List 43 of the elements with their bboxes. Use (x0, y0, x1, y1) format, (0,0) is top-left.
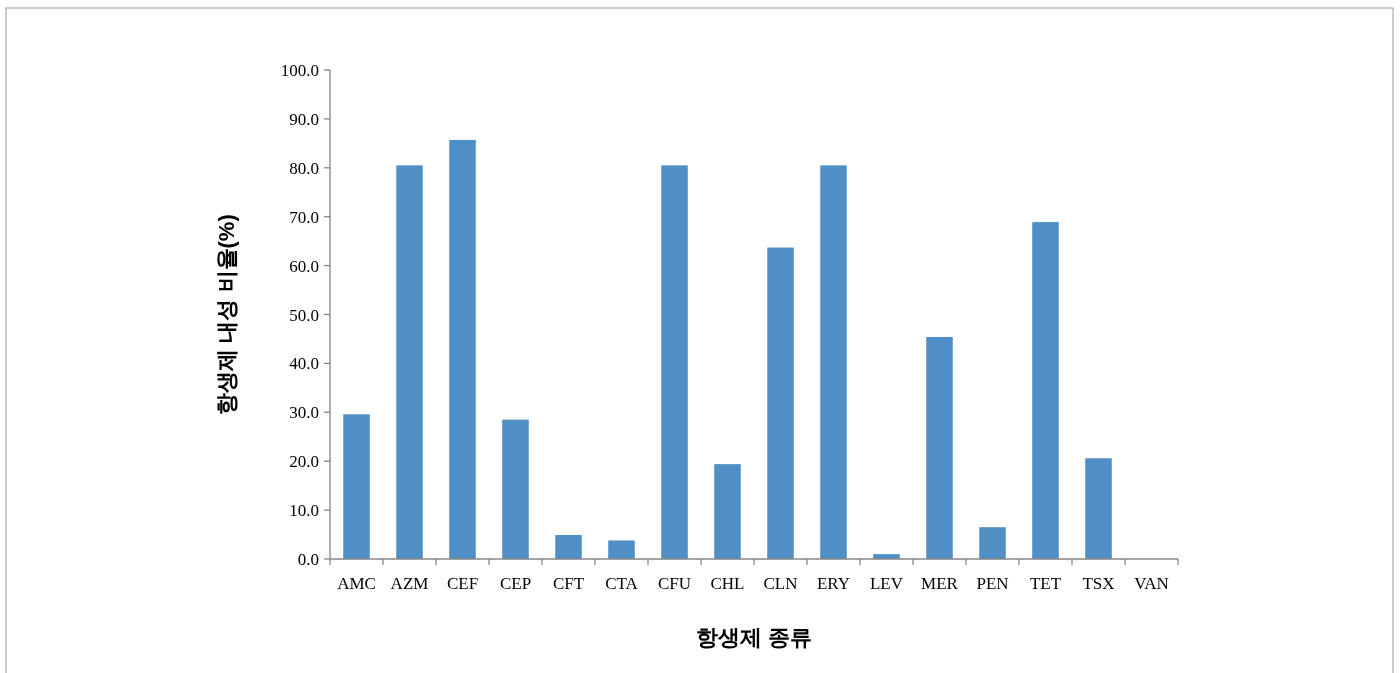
bar (1085, 458, 1112, 559)
bar (820, 165, 847, 559)
bar (767, 247, 794, 559)
bar (608, 540, 635, 559)
y-tick-label: 90.0 (289, 109, 319, 129)
y-tick-label: 70.0 (289, 207, 319, 227)
x-tick-label: ERY (816, 574, 851, 593)
y-tick-label: 30.0 (289, 403, 319, 423)
x-tick-label: TET (1029, 574, 1062, 593)
x-tick-label: CLN (763, 574, 798, 593)
bar (502, 419, 529, 559)
bar (555, 535, 582, 559)
bar (926, 336, 953, 559)
bar (714, 464, 741, 559)
x-tick-label: MER (921, 574, 959, 593)
x-axis-title: 항생제 종류 (695, 625, 813, 650)
x-tick-label: CFT (552, 574, 585, 593)
bar (449, 139, 476, 559)
x-tick-label: VAN (1134, 574, 1169, 593)
y-tick-label: 40.0 (289, 354, 319, 374)
x-tick-label: CEF (446, 574, 479, 593)
x-tick-label: LEV (869, 574, 904, 593)
bar (396, 165, 423, 559)
x-tick-label: CTA (605, 574, 639, 593)
bar (1032, 222, 1059, 559)
x-tick-label: TSX (1082, 574, 1115, 593)
x-tick-label: CFU (657, 574, 692, 593)
y-tick-label: 50.0 (289, 305, 319, 325)
x-tick-label: PEN (976, 574, 1009, 593)
y-axis-title: 항생제 내성 비율(%) (214, 214, 239, 415)
y-tick-label: 60.0 (289, 256, 319, 276)
x-tick-label: CHL (710, 574, 745, 593)
x-tick-label: CEP (499, 574, 532, 593)
x-tick-label: AZM (390, 574, 429, 593)
y-tick-label: 20.0 (289, 452, 319, 472)
bar (343, 414, 370, 559)
y-tick-label: 80.0 (289, 158, 319, 178)
bar (661, 165, 688, 559)
x-tick-label: AMC (337, 574, 376, 593)
y-tick-label: 0.0 (297, 550, 319, 569)
y-tick-label: 100.0 (280, 61, 319, 80)
y-tick-label: 10.0 (289, 501, 319, 521)
bar (979, 527, 1006, 559)
